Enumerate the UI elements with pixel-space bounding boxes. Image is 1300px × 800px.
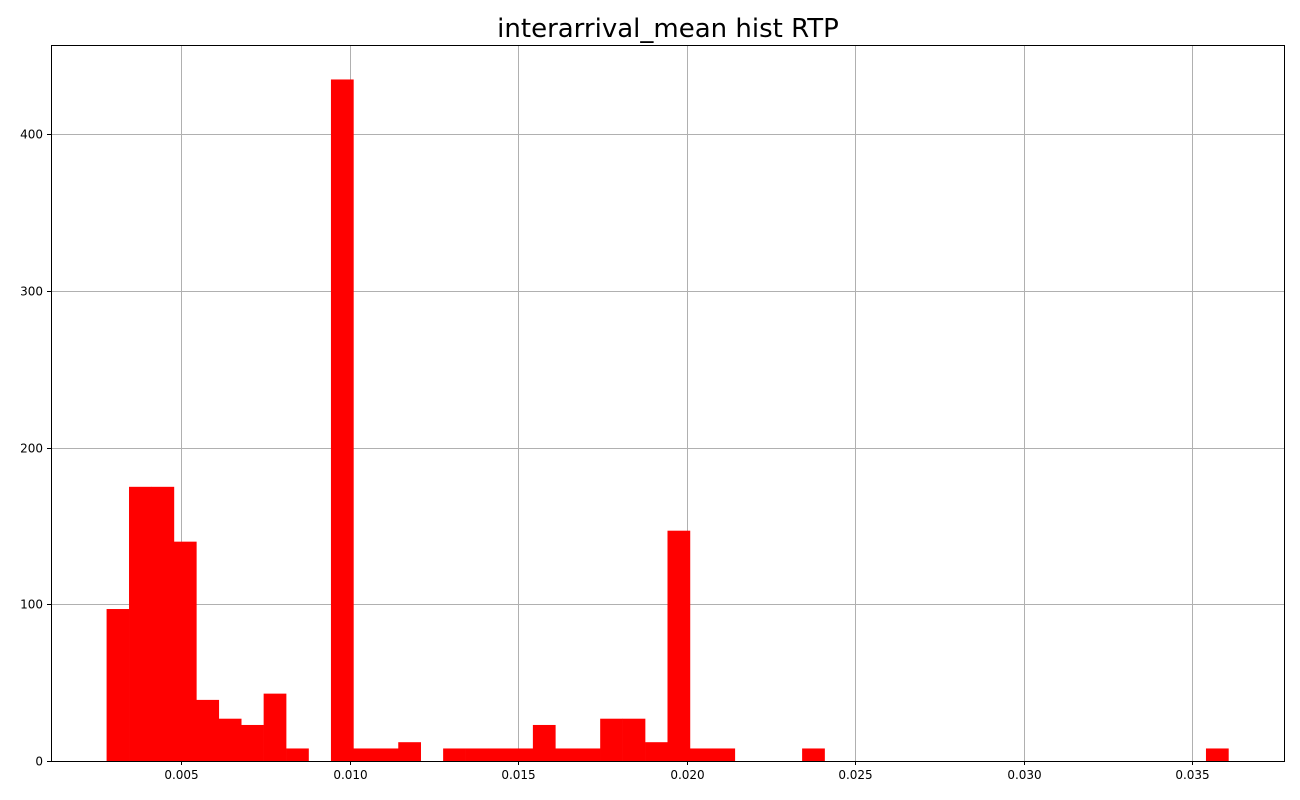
y-tick-label: 300 [20,285,43,299]
x-tick-label: 0.035 [1175,768,1209,782]
histogram-bar [398,742,421,761]
histogram-bar [600,718,623,761]
histogram-bar [712,748,736,761]
histogram-bar [443,748,466,761]
x-axis-ticks: 0.005 0.010 0.015 0.020 0.025 0.030 0.035 [164,761,1210,782]
x-tick-label: 0.020 [670,768,704,782]
x-tick-label: 0.030 [1007,768,1041,782]
histogram-bar [375,748,399,761]
histogram-bar [689,748,713,761]
histogram-bar [173,541,197,761]
histogram-bar [667,530,691,761]
histogram-bar [330,79,354,762]
y-tick-label: 200 [20,442,43,456]
histogram-bar [241,724,264,761]
y-axis-ticks: 0 100 200 300 400 [20,128,51,769]
histogram-bar [106,609,130,761]
histogram-bar [802,748,825,761]
x-tick-label: 0.015 [501,768,535,782]
histogram-bar [488,748,511,761]
x-tick-label: 0.010 [333,768,367,782]
histogram-bar [263,693,287,761]
histogram-bar [1205,748,1229,761]
histogram-bar [532,724,556,761]
histogram-bar [465,748,489,761]
histogram-bar [151,486,175,761]
histogram-bar [622,718,646,761]
y-tick-label: 100 [20,598,43,612]
histogram-bars [106,79,1229,762]
histogram-bar [353,748,377,761]
x-tick-label: 0.025 [838,768,872,782]
x-tick-label: 0.005 [164,768,198,782]
histogram-bar [196,699,220,761]
histogram-bar [577,748,601,761]
y-tick-label: 400 [20,128,43,142]
histogram-bar [129,486,152,761]
chart-title: interarrival_mean hist RTP [497,14,839,44]
histogram-bar [555,748,579,761]
histogram-bar [645,742,668,761]
histogram-bar [286,748,309,761]
histogram-bar [218,718,242,761]
y-tick-label: 0 [35,755,43,769]
histogram-bar [510,748,534,761]
plot-frame [51,45,1285,762]
